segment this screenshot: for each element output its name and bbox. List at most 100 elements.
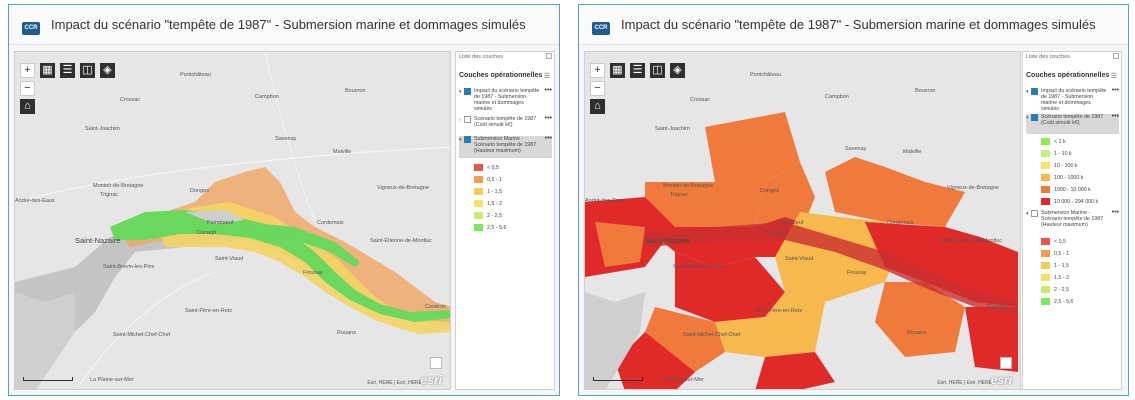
place-label: Crossac [120,97,141,103]
scale-bar [593,377,643,381]
place-label: Malville [903,149,922,155]
map-view[interactable]: + − ⌂ ▦ ☰ ◫ ◈ Pontchâteau Crossac Campbo… [584,51,1021,390]
legend-class: < 0,5 [474,164,499,171]
basemap-icon[interactable]: ▦ [610,63,625,78]
legend-class-label: 1 - 1,5 [1054,262,1070,269]
place-label: Rouans [337,330,356,336]
layer-options-icon[interactable]: ☰ [1110,73,1117,80]
legend-class-label: 1,5 - 2 [487,200,503,207]
layer-checkbox[interactable] [464,88,471,95]
place-label: Corsept [197,230,217,236]
zoom-in-button[interactable]: + [20,63,35,78]
chevron-down-icon[interactable]: ▾ [1026,211,1029,217]
legend-class-label: 1 - 1,5 [487,188,503,195]
swatch [474,212,483,219]
more-options-icon[interactable]: ••• [1111,87,1119,94]
locate-icon[interactable]: ◈ [670,63,685,78]
more-options-icon[interactable]: ••• [1111,209,1119,216]
chevron-right-icon[interactable]: › [459,117,461,123]
layer-item-submersion[interactable]: ▾ Submersion Marine - Scénario tempête d… [1026,209,1119,236]
home-icon[interactable]: ⌂ [590,99,605,114]
legend-class: 2,5 - 5,6 [474,224,506,231]
fullscreen-icon[interactable] [1000,357,1012,369]
layer-label: Scénario tempête de 1987 (Coût simulé k€… [474,116,537,128]
place-label: Donges [190,188,209,194]
basemap-icon[interactable]: ▦ [40,63,55,78]
legend-class: 100 - 1000 k [1041,174,1083,181]
map-panel-submersion: CCR Impact du scénario "tempête de 1987"… [8,4,560,396]
layer-item-submersion[interactable]: ▾ Submersion Marine - Scénario tempête d… [459,135,552,158]
chevron-down-icon[interactable]: ▾ [1026,89,1029,95]
place-label: Donges [760,188,779,194]
legend-class-label: 0,5 - 1 [1054,250,1070,257]
place-label: Trignac [670,192,689,198]
legend-class-label: 1,5 - 2 [1054,274,1070,281]
layer-checkbox[interactable] [1031,210,1038,217]
swatch [1041,138,1050,145]
more-options-icon[interactable]: ••• [544,135,552,142]
swatch [474,188,483,195]
place-label: Cordemais [317,220,344,226]
map-attribution: Esri, HERE | Esri, HERE [367,380,422,386]
layer-options-icon[interactable]: ☰ [543,73,550,80]
place-label: Vigneux-de-Bretagne [947,185,999,191]
legend-class-label: < 1 k [1054,138,1066,145]
place-label: Savenay [275,136,297,142]
chevron-down-icon[interactable]: ▾ [459,137,462,143]
place-label: Saint-Étienne-de-Montluc [940,238,1003,244]
zoom-out-button[interactable]: − [20,81,35,96]
place-label: Frossay [847,270,867,276]
more-options-icon[interactable]: ••• [544,115,552,122]
zoom-out-button[interactable]: − [590,81,605,96]
place-label: Paimboeuf [777,220,804,226]
layer-item-impact[interactable]: ▾ Impact du scénario tempête de 1987 - S… [459,87,552,114]
legend-class-label: 10 000 - 294 000 k [1054,198,1099,205]
legend-class: 1,5 - 2 [1041,274,1069,281]
layer-checkbox[interactable] [464,136,471,143]
swatch [1041,186,1050,193]
layer-label: Impact du scénario tempête de 1987 - Sub… [474,88,540,112]
layer-checkbox[interactable] [1031,88,1038,95]
place-label: Malville [333,149,352,155]
swatch [1041,150,1050,157]
swatch [1041,162,1050,169]
place-label: Crossac [690,97,711,103]
legend-class: < 1 k [1041,138,1066,145]
place-label: Saint-Père-en-Retz [185,308,233,314]
layer-list-panel: Liste des couches Couches opérationnelle… [455,51,555,390]
legend-class: 2 - 2,5 [474,212,502,219]
place-label: André-des-Eaux [585,198,625,204]
fullscreen-icon[interactable] [430,357,442,369]
map-view[interactable]: + − ⌂ ▦ ☰ ◫ ◈ Pontchâteau Crossac Campbo… [14,51,451,390]
maximize-icon[interactable] [1113,53,1119,59]
legend-class-label: 1 - 10 k [1054,150,1072,157]
legend-class: 0,5 - 1 [474,176,502,183]
layer-list-icon[interactable]: ☰ [630,63,645,78]
zoom-in-button[interactable]: + [590,63,605,78]
layer-item-impact[interactable]: ▾ Impact du scénario tempête de 1987 - S… [1026,87,1119,114]
layer-list-icon[interactable]: ☰ [60,63,75,78]
swatch [1041,238,1050,245]
layer-label: Submersion Marine - Scénario tempête de … [1041,210,1104,228]
layer-item-cost[interactable]: ▾ Scénario tempête de 1987 (Coût simulé … [1026,113,1119,134]
more-options-icon[interactable]: ••• [544,87,552,94]
chevron-down-icon[interactable]: ▾ [1026,115,1029,121]
legend-class: 1 - 10 k [1041,150,1072,157]
legend-class-label: < 0,5 [487,164,499,171]
chevron-down-icon[interactable]: ▾ [459,89,462,95]
legend-icon[interactable]: ◫ [80,63,95,78]
esri-logo: esri [420,373,442,387]
layer-item-cost[interactable]: › Scénario tempête de 1987 (Coût simulé … [459,115,552,134]
swatch [1041,198,1050,205]
layer-checkbox[interactable] [1031,114,1038,121]
home-icon[interactable]: ⌂ [20,99,35,114]
maximize-icon[interactable] [546,53,552,59]
more-options-icon[interactable]: ••• [1111,113,1119,120]
swatch [1041,250,1050,257]
locate-icon[interactable]: ◈ [100,63,115,78]
legend-class: 10 - 100 k [1041,162,1078,169]
panel-header: CCR Impact du scénario "tempête de 1987"… [9,5,559,45]
legend-icon[interactable]: ◫ [650,63,665,78]
place-label: Bouvron [915,88,936,94]
layer-checkbox[interactable] [464,116,471,123]
